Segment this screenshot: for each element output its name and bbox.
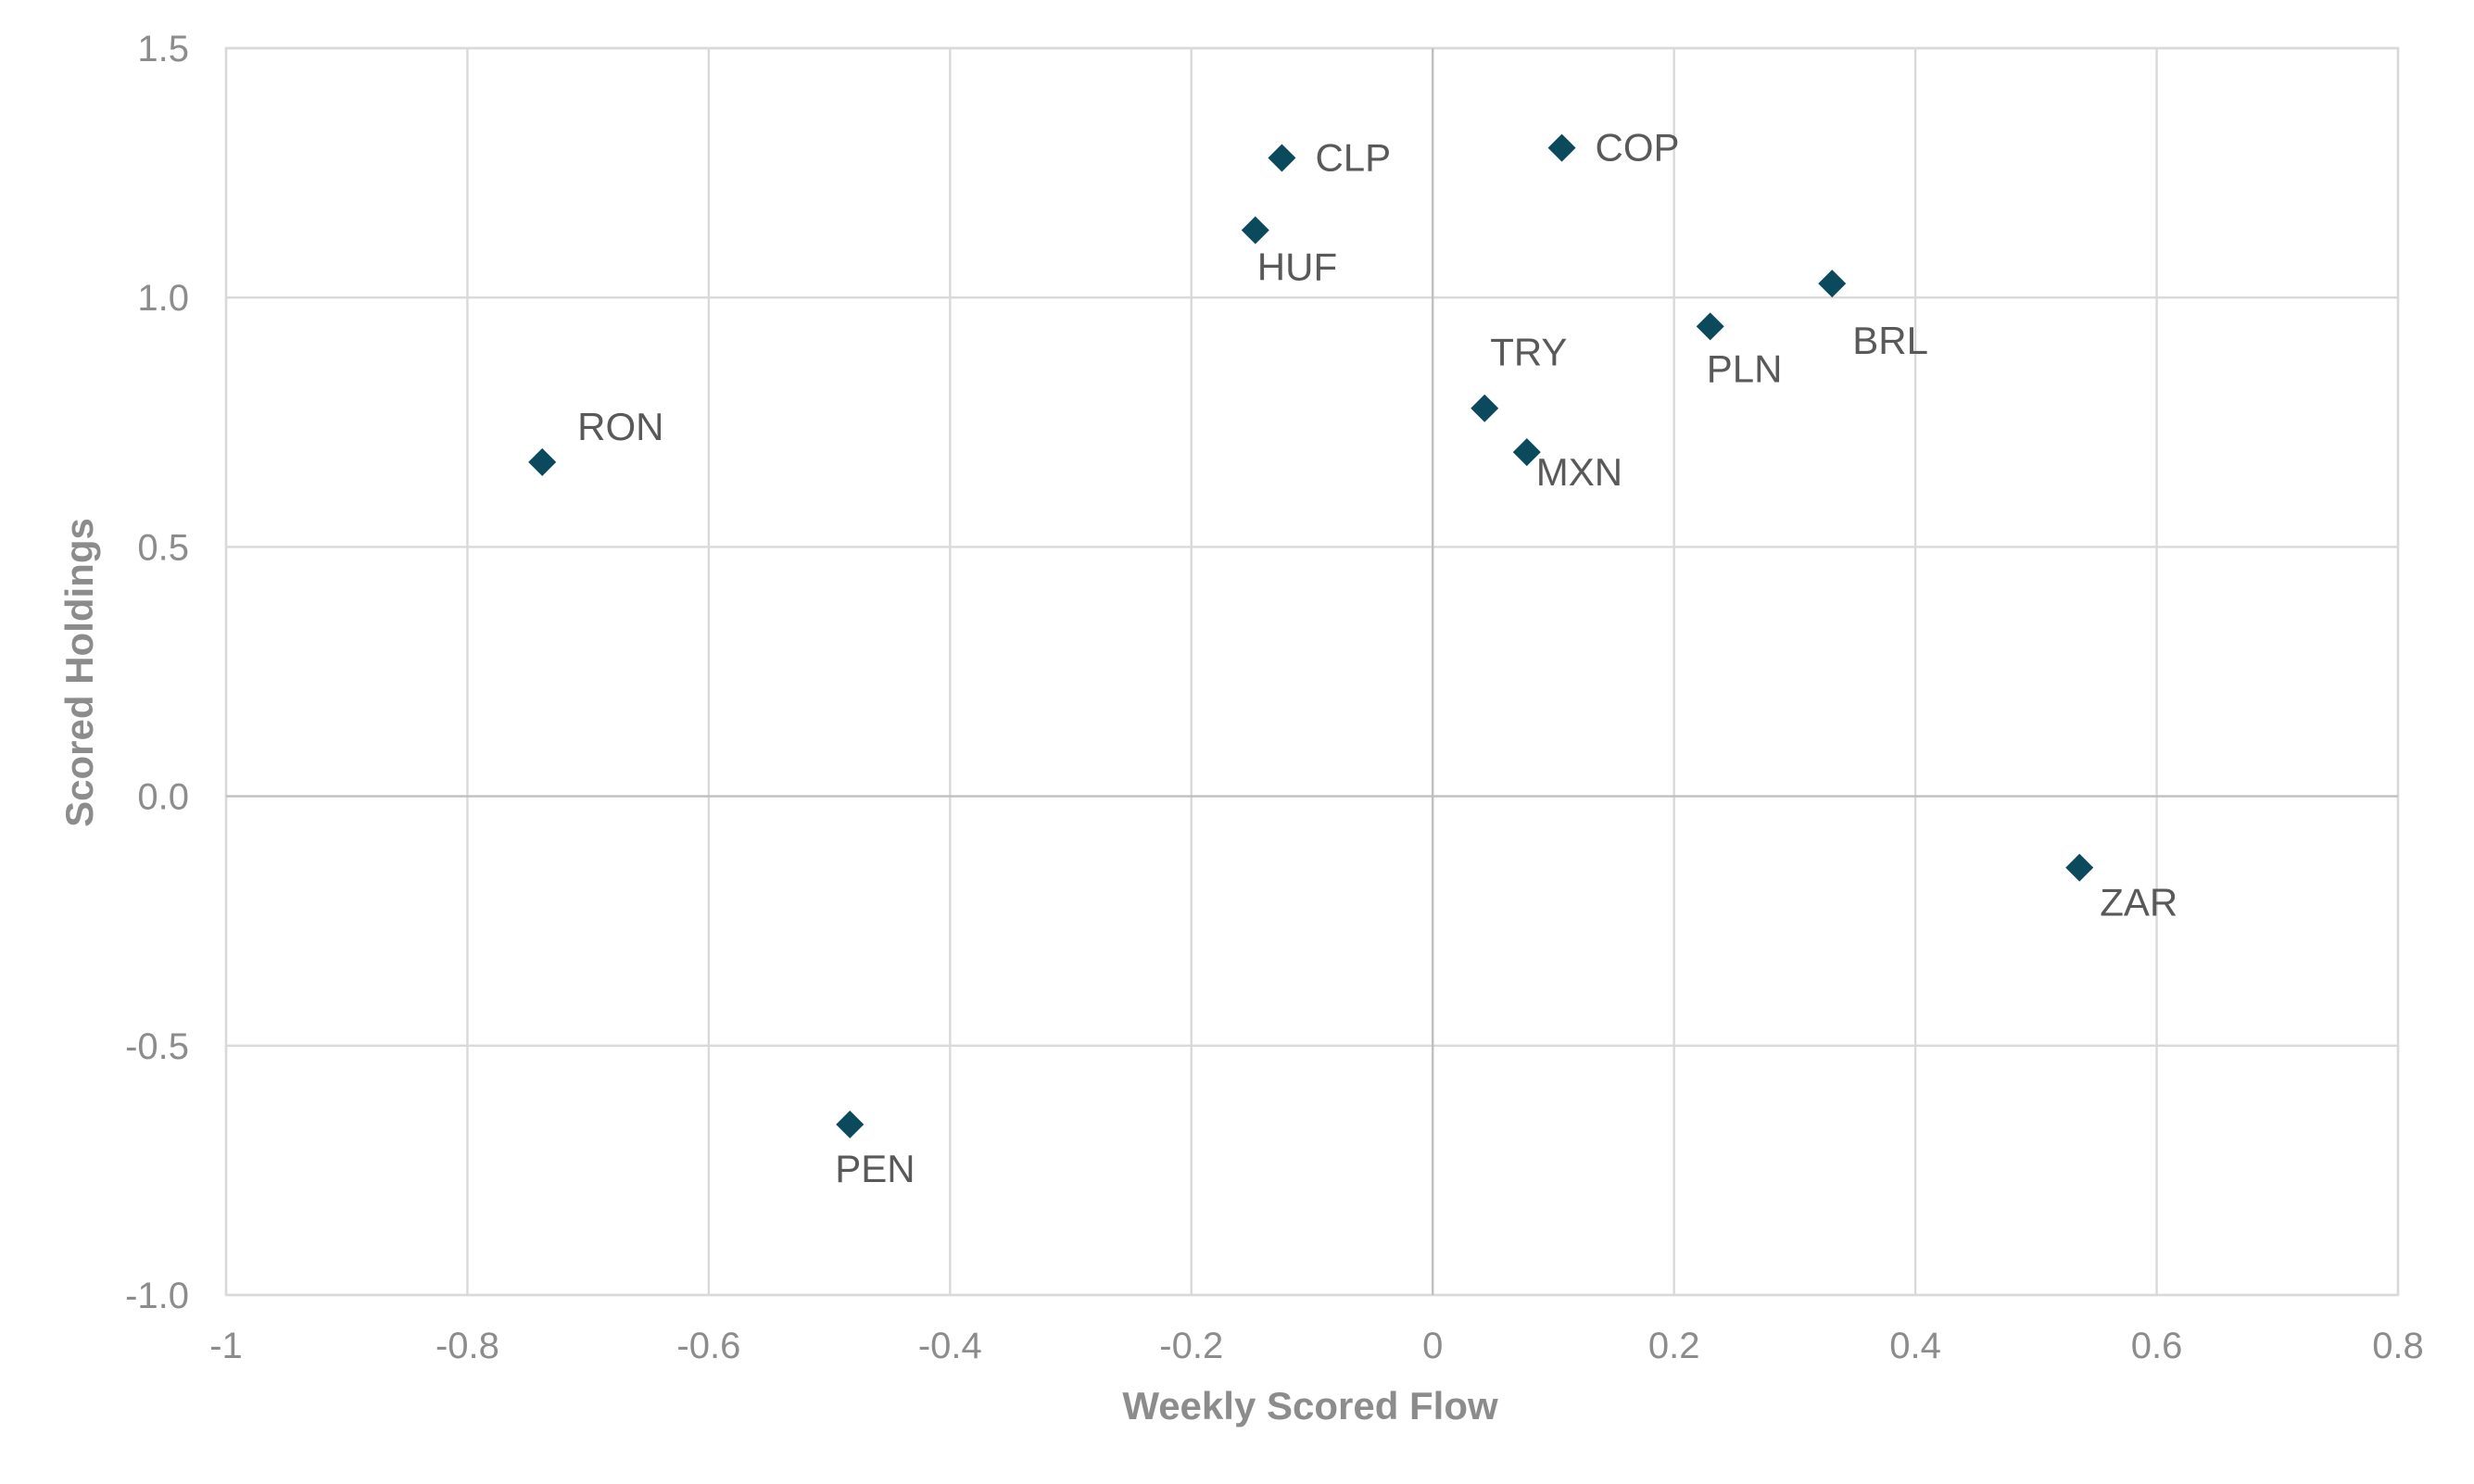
x-tick-label: 0.8: [2372, 1326, 2424, 1366]
x-axis-tick-labels: -1 -0.8 -0.6 -0.4 -0.2 0 0.2 0.4 0.6 0.8: [209, 1326, 2424, 1366]
y-tick-label: -0.5: [125, 1026, 189, 1067]
y-axis-title: Scored Holdings: [57, 518, 101, 827]
y-tick-label: 1.0: [137, 278, 189, 319]
x-tick-label: -0.4: [918, 1326, 982, 1366]
y-tick-label: 0.0: [137, 777, 189, 818]
data-points: [528, 133, 2094, 1138]
point-label-ron: RON: [577, 405, 663, 448]
y-axis-tick-labels: -1.0 -0.5 0.0 0.5 1.0 1.5: [125, 29, 189, 1316]
plot-area-frame: [224, 46, 2400, 1297]
point-label-brl: BRL: [1852, 319, 1928, 362]
point-label-cop: COP: [1596, 126, 1680, 170]
data-point-brl: [1818, 270, 1847, 298]
data-point-pen: [836, 1110, 865, 1138]
point-label-huf: HUF: [1257, 245, 1337, 289]
point-label-clp: CLP: [1315, 135, 1391, 179]
y-tick-label: 1.5: [137, 29, 189, 69]
data-point-mxn: [1512, 438, 1541, 467]
data-point-huf: [1241, 216, 1269, 245]
point-label-mxn: MXN: [1536, 450, 1622, 494]
data-point-clp: [1268, 144, 1296, 172]
data-point-cop: [1547, 133, 1576, 162]
x-tick-label: -0.2: [1159, 1326, 1223, 1366]
x-tick-label: 0.2: [1648, 1326, 1700, 1366]
point-label-pln: PLN: [1707, 346, 1783, 390]
data-point-pln: [1696, 312, 1724, 341]
data-point-labels: CLP COP HUF BRL PLN TRY MXN RON ZAR PEN: [577, 126, 2177, 1190]
data-point-ron: [528, 447, 557, 476]
zero-axes: [226, 48, 2398, 1295]
y-tick-label: 0.5: [137, 527, 189, 568]
point-label-try: TRY: [1490, 331, 1567, 374]
data-point-try: [1471, 394, 1499, 422]
x-tick-label: -1: [209, 1326, 243, 1366]
x-tick-label: 0.4: [1889, 1326, 1941, 1366]
x-tick-label: -0.8: [435, 1326, 499, 1366]
data-point-zar: [2065, 853, 2094, 882]
point-label-pen: PEN: [835, 1147, 915, 1190]
y-tick-label: -1.0: [125, 1276, 189, 1316]
x-tick-label: 0: [1422, 1326, 1443, 1366]
x-axis-title: Weekly Scored Flow: [1122, 1384, 1498, 1427]
x-tick-label: 0.6: [2131, 1326, 2183, 1366]
x-tick-label: -0.6: [676, 1326, 740, 1366]
point-label-zar: ZAR: [2100, 881, 2177, 924]
